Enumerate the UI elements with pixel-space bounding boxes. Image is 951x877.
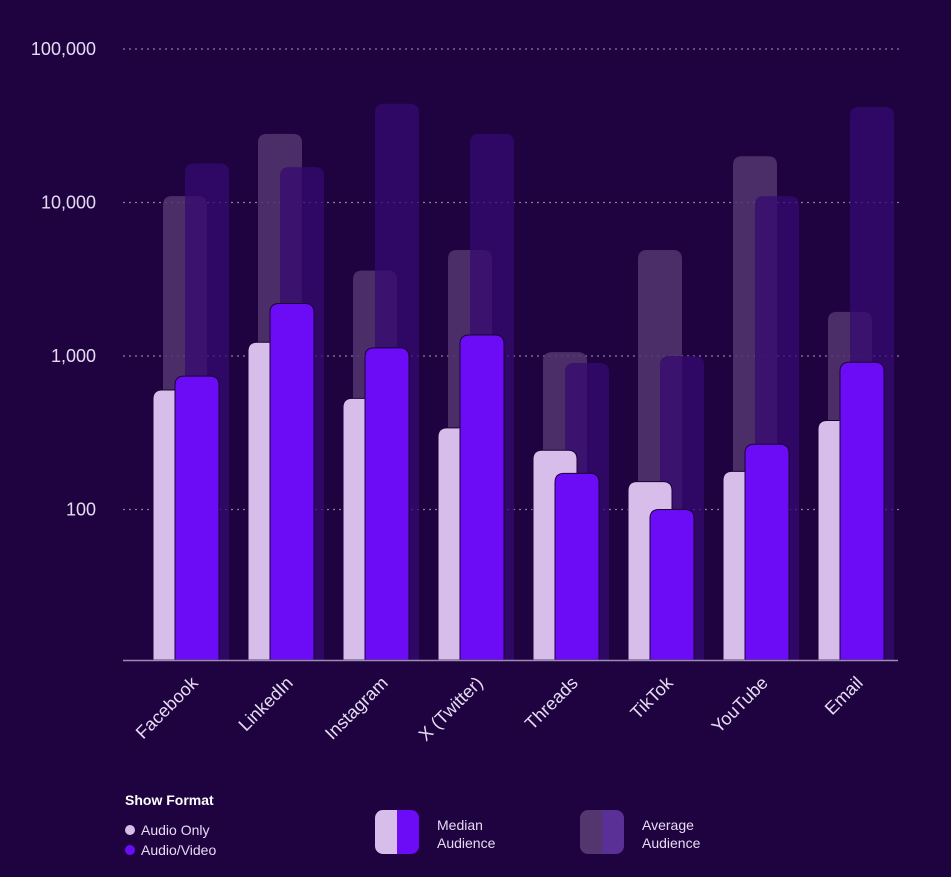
legend-audio-video-label: Audio/Video [141,842,217,858]
legend-median: Median Audience [437,816,527,852]
x-tick-label: TikTok [626,672,677,723]
bar-median-audio-video [364,347,410,661]
bar-median-audio-video [744,443,790,661]
bar-median-audio-video [174,375,220,661]
legend-audio-only-label: Audio Only [141,822,210,838]
median-swatch-icon [375,810,419,854]
average-swatch-icon [580,810,624,854]
audio-video-dot-icon [125,845,135,855]
legend-audio-only[interactable]: Audio Only [125,822,209,838]
bar-median-audio-video [839,361,885,661]
x-tick-label: X (Twitter) [415,673,487,745]
y-tick-label: 100,000 [31,39,96,59]
audio-only-dot-icon [125,825,135,835]
x-tick-label: Threads [521,673,582,734]
x-tick-label: YouTube [708,673,772,737]
x-tick-label: Email [821,673,867,719]
bar-median-audio-video [269,302,315,661]
x-tick-label: Facebook [132,672,203,743]
y-tick-label: 10,000 [41,193,96,213]
legend-average-line1: Average [642,817,694,833]
x-tick-label: Instagram [321,673,392,744]
bar-median-audio-video [554,472,600,661]
x-tick-label: LinkedIn [235,673,297,735]
legend-median-line1: Median [437,817,483,833]
legend-average: Average Audience [642,816,732,852]
legend-audio-video[interactable]: Audio/Video [125,842,216,858]
y-tick-label: 1,000 [51,346,96,366]
bar-median-audio-video [459,334,505,661]
y-tick-label: 100 [66,500,96,520]
bar-median-audio-video [649,509,695,661]
legend-median-line2: Audience [437,835,496,851]
legend-title: Show Format [125,792,214,808]
legend-average-line2: Audience [642,835,701,851]
